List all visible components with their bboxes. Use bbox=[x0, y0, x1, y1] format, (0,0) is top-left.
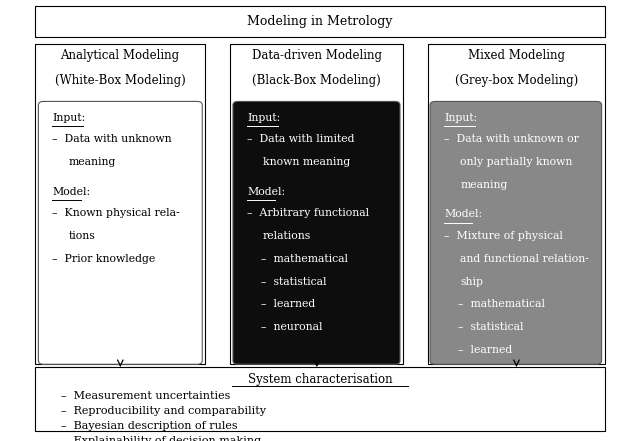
Text: –  statistical: – statistical bbox=[458, 322, 524, 333]
Text: –  learned: – learned bbox=[261, 299, 316, 310]
Text: (Black-Box Modeling): (Black-Box Modeling) bbox=[252, 74, 381, 86]
FancyBboxPatch shape bbox=[430, 101, 602, 364]
Text: Input:: Input: bbox=[444, 113, 477, 123]
Text: meaning: meaning bbox=[68, 157, 116, 167]
FancyBboxPatch shape bbox=[428, 44, 605, 364]
Text: –  mathematical: – mathematical bbox=[261, 254, 348, 264]
FancyBboxPatch shape bbox=[35, 367, 605, 431]
Text: meaning: meaning bbox=[460, 180, 508, 190]
FancyBboxPatch shape bbox=[35, 6, 605, 37]
Text: –  Arbitrary functional: – Arbitrary functional bbox=[247, 208, 369, 218]
FancyBboxPatch shape bbox=[233, 101, 400, 364]
Text: Modeling in Metrology: Modeling in Metrology bbox=[247, 15, 393, 28]
Text: –  Explainability of decision making: – Explainability of decision making bbox=[61, 436, 261, 441]
Text: Model:: Model: bbox=[247, 187, 285, 197]
Text: –  neuronal: – neuronal bbox=[261, 322, 323, 333]
Text: System characterisation: System characterisation bbox=[248, 373, 392, 385]
FancyBboxPatch shape bbox=[35, 44, 205, 364]
Text: –  Data with unknown or: – Data with unknown or bbox=[444, 134, 579, 144]
Text: –  Data with unknown: – Data with unknown bbox=[52, 134, 172, 144]
Text: relations: relations bbox=[263, 231, 311, 241]
Text: Analytical Modeling: Analytical Modeling bbox=[60, 49, 180, 62]
Text: (White-Box Modeling): (White-Box Modeling) bbox=[54, 74, 186, 86]
Text: Model:: Model: bbox=[444, 209, 483, 220]
FancyBboxPatch shape bbox=[38, 101, 202, 364]
Text: tions: tions bbox=[68, 231, 95, 241]
Text: –  statistical: – statistical bbox=[261, 277, 326, 287]
Text: –  mathematical: – mathematical bbox=[458, 299, 545, 310]
Text: ship: ship bbox=[460, 277, 483, 287]
Text: –  Data with limited: – Data with limited bbox=[247, 134, 355, 144]
Text: (Grey-box Modeling): (Grey-box Modeling) bbox=[454, 74, 578, 86]
Text: Mixed Modeling: Mixed Modeling bbox=[468, 49, 564, 62]
Text: known meaning: known meaning bbox=[263, 157, 350, 167]
Text: –  neuronal: – neuronal bbox=[458, 368, 520, 378]
FancyBboxPatch shape bbox=[230, 44, 403, 364]
Text: and functional relation-: and functional relation- bbox=[460, 254, 589, 264]
Text: only partially known: only partially known bbox=[460, 157, 573, 167]
Text: Data-driven Modeling: Data-driven Modeling bbox=[252, 49, 382, 62]
Text: Input:: Input: bbox=[52, 113, 86, 123]
Text: Input:: Input: bbox=[247, 113, 280, 123]
Text: –  learned: – learned bbox=[458, 345, 513, 355]
Text: Model:: Model: bbox=[52, 187, 91, 197]
Text: –  Mixture of physical: – Mixture of physical bbox=[444, 231, 563, 241]
Text: –  Measurement uncertainties: – Measurement uncertainties bbox=[61, 391, 230, 401]
Text: –  Prior knowledge: – Prior knowledge bbox=[52, 254, 156, 264]
Text: –  Bayesian description of rules: – Bayesian description of rules bbox=[61, 421, 237, 431]
Text: –  Known physical rela-: – Known physical rela- bbox=[52, 208, 180, 218]
Text: –  Reproducibility and comparability: – Reproducibility and comparability bbox=[61, 406, 266, 416]
